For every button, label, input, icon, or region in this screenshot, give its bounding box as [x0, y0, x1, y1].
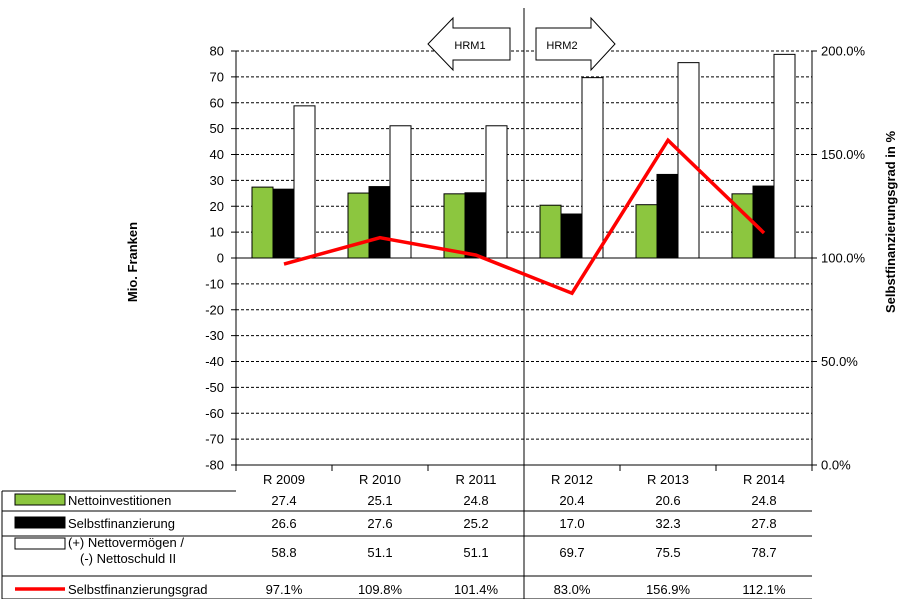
bar: [656, 173, 679, 259]
y-tick-label: 0: [217, 251, 224, 266]
series-label: Selbstfinanzierungsgrad: [68, 582, 207, 597]
bar: [251, 186, 274, 259]
bar: [539, 204, 562, 259]
table-value: 20.6: [655, 493, 680, 508]
y-tick-label: -10: [205, 276, 224, 291]
x-category-label: R 2013: [647, 472, 689, 487]
table-value: 75.5: [655, 545, 680, 560]
y-tick-label: 70: [210, 69, 224, 84]
y2-tick-label: 50.0%: [821, 354, 858, 369]
table-value: 26.6: [271, 516, 296, 531]
bar: [581, 77, 604, 259]
table-value: 69.7: [559, 545, 584, 560]
table-value: 51.1: [367, 545, 392, 560]
y-tick-label: -80: [205, 458, 224, 473]
y-tick-label: 80: [210, 44, 224, 59]
table-value: 27.6: [367, 516, 392, 531]
table-value: 58.8: [271, 545, 296, 560]
y2-axis-title: Selbstfinanzierungsgrad in %: [883, 131, 898, 313]
bar: [389, 125, 412, 259]
y2-tick-label: 100.0%: [821, 251, 866, 266]
x-category-label: R 2009: [263, 472, 305, 487]
y2-tick-label: 150.0%: [821, 147, 866, 162]
y-tick-label: -20: [205, 302, 224, 317]
bar: [347, 192, 370, 259]
table-value: 83.0%: [554, 582, 591, 597]
table-value: 24.8: [751, 493, 776, 508]
annotations: HRM1 HRM2: [427, 16, 616, 72]
table-value: 27.8: [751, 516, 776, 531]
table-value: 101.4%: [454, 582, 499, 597]
table-value: 109.8%: [358, 582, 403, 597]
table-value: 156.9%: [646, 582, 691, 597]
y-tick-label: 10: [210, 225, 224, 240]
table-value: 27.4: [271, 493, 296, 508]
table-value: 32.3: [655, 516, 680, 531]
y-tick-label: -70: [205, 432, 224, 447]
legend-key: [14, 537, 66, 550]
bar: [368, 186, 391, 259]
table-value: 97.1%: [266, 582, 303, 597]
series-label: Selbstfinanzierung: [68, 516, 175, 531]
y-tick-label: 60: [210, 95, 224, 110]
y2-tick-label: 200.0%: [821, 44, 866, 59]
bars: [251, 53, 796, 259]
y-tick-label: 30: [210, 173, 224, 188]
legend-key: [14, 493, 66, 506]
y2-tick-label: 0.0%: [821, 458, 851, 473]
x-category-label: R 2011: [456, 472, 497, 487]
y-tick-label: -40: [205, 354, 224, 369]
bar: [485, 125, 508, 259]
y-tick-label: 40: [210, 147, 224, 162]
x-category-label: R 2012: [551, 472, 593, 487]
bar: [560, 213, 583, 259]
bar: [293, 105, 316, 259]
series-label: Nettoinvestitionen: [68, 493, 171, 508]
selbstfinanzierungsgrad-line: [283, 137, 766, 296]
bar: [635, 204, 658, 259]
axes: 80 70 60 50 40 30 20 10 0 -10 -20 -30 -40 -50 -60 -70 -8…: [125, 8, 898, 599]
table-value: 17.0: [559, 516, 584, 531]
bar: [773, 53, 796, 259]
table-value: 20.4: [559, 493, 584, 508]
y-tick-label: -50: [205, 380, 224, 395]
y-tick-label: 20: [210, 199, 224, 214]
bar: [464, 192, 487, 259]
hrm1-arrow-left-icon: [427, 16, 511, 72]
table-value: 25.2: [463, 516, 488, 531]
x-category-label: R 2014: [743, 472, 785, 487]
table-value: 24.8: [463, 493, 488, 508]
series-label-line1: (+) Nettovermögen /: [68, 535, 184, 550]
table-value: 51.1: [463, 545, 488, 560]
hrm2-arrow-right-icon: [535, 16, 616, 72]
bar: [272, 188, 295, 259]
x-category-label: R 2010: [359, 472, 401, 487]
line-series: [283, 137, 766, 296]
hrm1-label: HRM1: [454, 40, 485, 52]
y-axis-title: Mio. Franken: [125, 222, 140, 302]
y-tick-label: -60: [205, 406, 224, 421]
data-table: R 2009 R 2010 R 2011 R 2012 R 2013 R 2014 Nett…: [1, 472, 812, 599]
series-label-line2: (-) Nettoschuld II: [80, 551, 176, 566]
table-value: 78.7: [751, 545, 776, 560]
y-tick-label: -30: [205, 328, 224, 343]
y-tick-label: 50: [210, 121, 224, 136]
legend-key: [14, 516, 66, 529]
table-value: 112.1%: [742, 582, 786, 597]
bar: [752, 185, 775, 259]
table-value: 25.1: [367, 493, 392, 508]
hrm2-label: HRM2: [546, 40, 577, 52]
